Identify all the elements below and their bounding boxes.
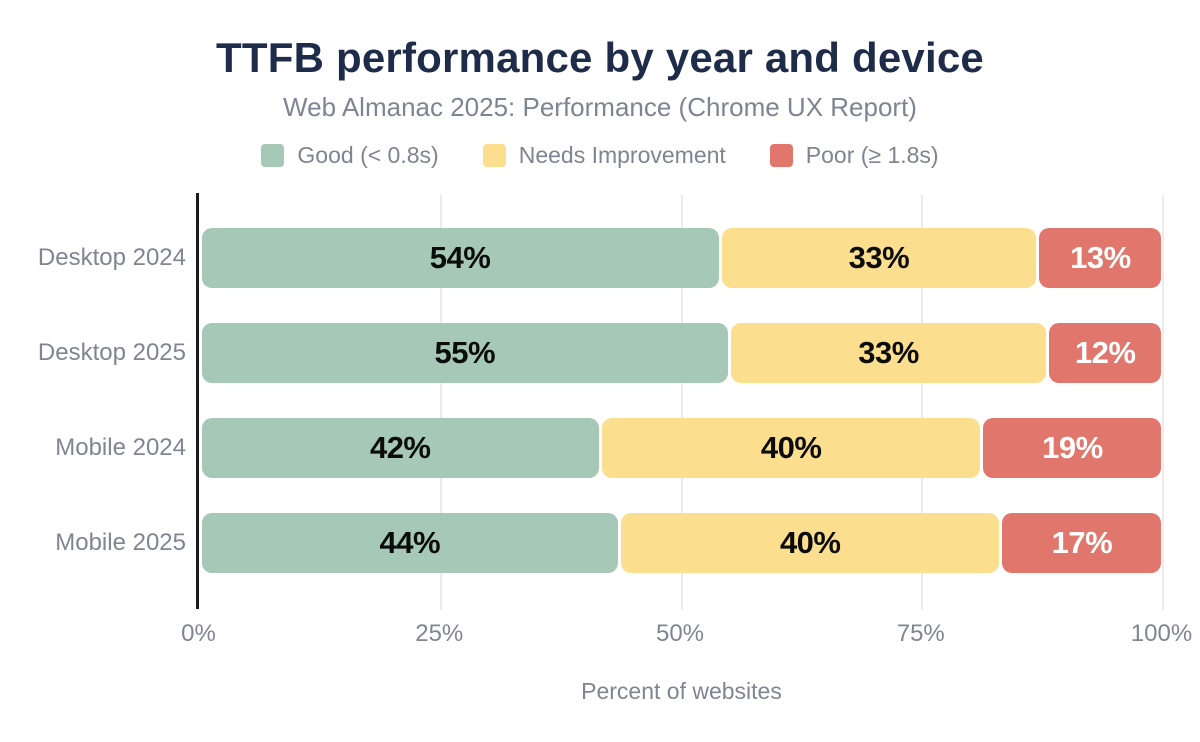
bar-segment-fill: 33%	[731, 323, 1046, 383]
bar-segment: 12%	[1047, 323, 1163, 383]
legend-item: Needs Improvement	[482, 142, 726, 169]
bar-value-label: 42%	[369, 430, 431, 465]
bar-segment-fill: 33%	[721, 228, 1037, 288]
x-axis-title: Percent of websites	[581, 678, 782, 704]
legend-item: Poor (≥ 1.8s)	[769, 142, 939, 169]
legend-label: Needs Improvement	[518, 142, 726, 168]
bar-value-label: 17%	[1051, 525, 1113, 560]
bar-segment: 13%	[1038, 228, 1163, 288]
bar-segment: 40%	[600, 418, 981, 478]
gridline	[680, 195, 683, 610]
bar-segment: 17%	[1001, 513, 1163, 573]
legend-label: Good (< 0.8s)	[297, 142, 439, 168]
bar-value-label: 40%	[760, 430, 822, 465]
gridline	[439, 195, 442, 610]
bar-row: 42% 40% 19%	[200, 418, 1163, 478]
legend-swatch	[769, 144, 793, 167]
y-axis-line	[196, 193, 199, 609]
bar-segment: 44%	[200, 513, 620, 573]
bar-segment-fill: 42%	[201, 418, 599, 478]
bar-segment: 19%	[982, 418, 1163, 478]
chart-subtitle: Web Almanac 2025: Performance (Chrome UX…	[283, 92, 917, 122]
bar-segment: 42%	[200, 418, 600, 478]
gridline	[1162, 195, 1164, 610]
legend: Good (< 0.8s) Needs Improvement Poor (≥ 1.…	[0, 142, 1200, 169]
bar-segment-fill: 44%	[201, 513, 619, 573]
bar-value-label: 13%	[1070, 240, 1131, 275]
bar-segment: 33%	[720, 228, 1038, 288]
category-label: Desktop 2024	[37, 244, 186, 271]
bar-row: 54% 33% 13%	[200, 228, 1163, 288]
bar-value-label: 19%	[1042, 430, 1103, 465]
bar-segment: 55%	[200, 323, 730, 383]
bar-segment-fill: 54%	[201, 228, 719, 288]
bar-value-label: 12%	[1074, 335, 1136, 370]
bar-segment-fill: 17%	[1002, 513, 1162, 573]
chart-title: TTFB performance by year and device	[216, 34, 984, 81]
bar-value-label: 54%	[429, 240, 491, 275]
bar-segment-fill: 13%	[1039, 228, 1162, 288]
bar-value-label: 33%	[858, 335, 919, 370]
bar-segment-fill: 12%	[1048, 323, 1162, 383]
bar-segment-fill: 40%	[601, 418, 981, 478]
x-tick-label: 50%	[655, 620, 705, 647]
bar-value-label: 44%	[379, 525, 441, 560]
bar-segment: 33%	[730, 323, 1048, 383]
bar-row: 44% 40% 17%	[200, 513, 1163, 573]
bar-value-label: 33%	[848, 240, 910, 275]
category-label: Mobile 2024	[55, 434, 186, 461]
bar-row: 55% 33% 12%	[200, 323, 1163, 383]
legend-label: Poor (≥ 1.8s)	[805, 142, 939, 168]
bar-value-label: 55%	[434, 335, 496, 370]
bar-segment-fill: 19%	[983, 418, 1162, 478]
bar-segment-fill: 55%	[201, 323, 729, 383]
category-label: Desktop 2025	[37, 339, 186, 366]
bar-value-label: 40%	[779, 525, 841, 560]
bar-segment: 54%	[200, 228, 720, 288]
bar-segment: 40%	[620, 513, 1001, 573]
x-tick-label: 100%	[1130, 620, 1193, 647]
legend-item: Good (< 0.8s)	[261, 142, 439, 169]
legend-swatch	[261, 144, 285, 167]
x-tick-label: 25%	[415, 620, 464, 647]
bar-segment-fill: 40%	[621, 513, 1000, 573]
x-tick-label: 0%	[181, 620, 216, 647]
plot-area: 54% 33% 13% 55% 33% 12% 42% 40% 19% 44% 40% 17%	[200, 195, 1164, 610]
legend-swatch	[482, 144, 506, 167]
gridline	[921, 195, 924, 610]
category-label: Mobile 2025	[55, 529, 186, 556]
x-tick-label: 75%	[896, 620, 945, 647]
